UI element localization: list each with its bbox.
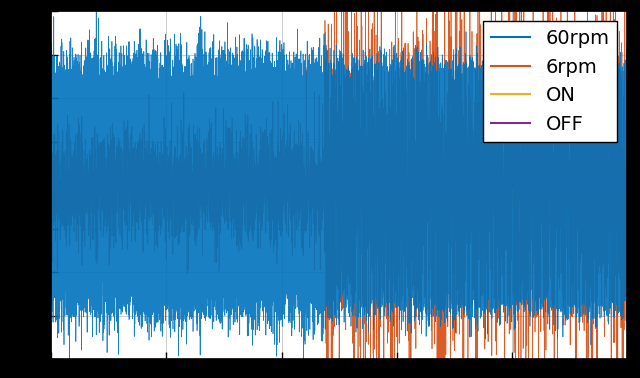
Legend: 60rpm, 6rpm, ON, OFF: 60rpm, 6rpm, ON, OFF — [483, 21, 618, 142]
